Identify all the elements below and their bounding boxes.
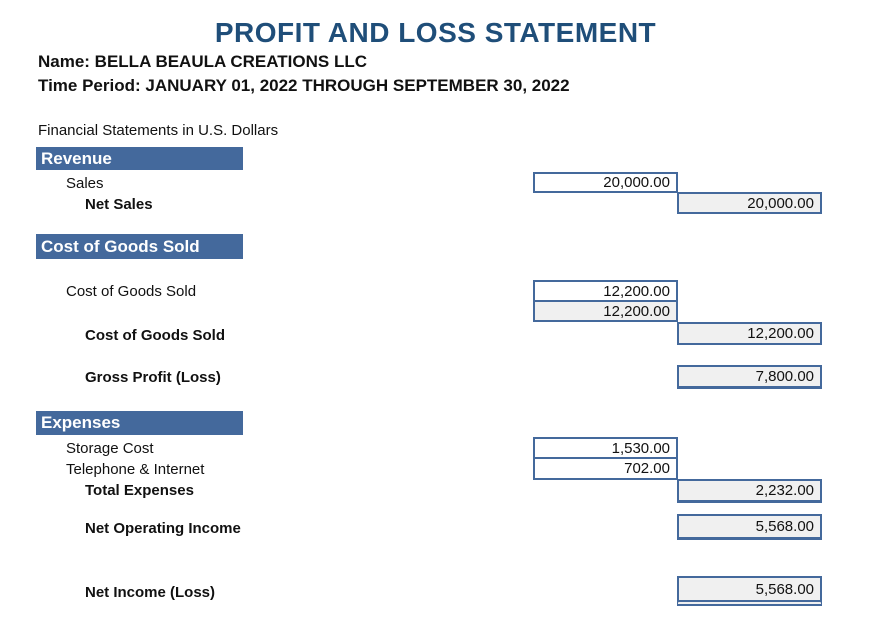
gross-profit-label: Gross Profit (Loss) <box>85 369 221 386</box>
expenses-section-header: Expenses <box>36 411 243 435</box>
storage-cost-value-cell: 1,530.00 <box>533 437 678 459</box>
cogs-item-label: Cost of Goods Sold <box>66 283 197 300</box>
net-income-value-cell: 5,568.00 <box>677 576 822 606</box>
net-operating-income-value-cell: 5,568.00 <box>677 514 822 540</box>
net-sales-label: Net Sales <box>85 196 153 213</box>
currency-note: Financial Statements in U.S. Dollars <box>38 122 279 139</box>
telephone-internet-value-cell: 702.00 <box>533 457 678 480</box>
page-title: PROFIT AND LOSS STATEMENT <box>214 17 657 48</box>
company-name-line: Name: BELLA BEAULA CREATIONS LLC <box>38 52 367 71</box>
sales-value-cell: 20,000.00 <box>533 172 678 193</box>
net-sales-value-cell: 20,000.00 <box>677 192 822 214</box>
cogs-total-label: Cost of Goods Sold <box>85 327 225 344</box>
cogs-item-value-cell: 12,200.00 <box>533 280 678 302</box>
gross-profit-value-cell: 7,800.00 <box>677 365 822 389</box>
total-expenses-label: Total Expenses <box>85 482 194 499</box>
net-income-label: Net Income (Loss) <box>85 584 216 601</box>
revenue-section-header: Revenue <box>36 147 243 170</box>
total-expenses-value-cell: 2,232.00 <box>677 479 822 503</box>
sales-label: Sales <box>66 175 104 192</box>
time-period-line: Time Period: JANUARY 01, 2022 THROUGH SE… <box>38 76 570 95</box>
cogs-subtotal-value-cell: 12,200.00 <box>533 300 678 322</box>
cogs-section-header: Cost of Goods Sold <box>36 234 243 259</box>
telephone-internet-label: Telephone & Internet <box>66 461 205 478</box>
cogs-total-value-cell: 12,200.00 <box>677 322 822 345</box>
storage-cost-label: Storage Cost <box>66 440 154 457</box>
net-operating-income-label: Net Operating Income <box>85 520 241 537</box>
